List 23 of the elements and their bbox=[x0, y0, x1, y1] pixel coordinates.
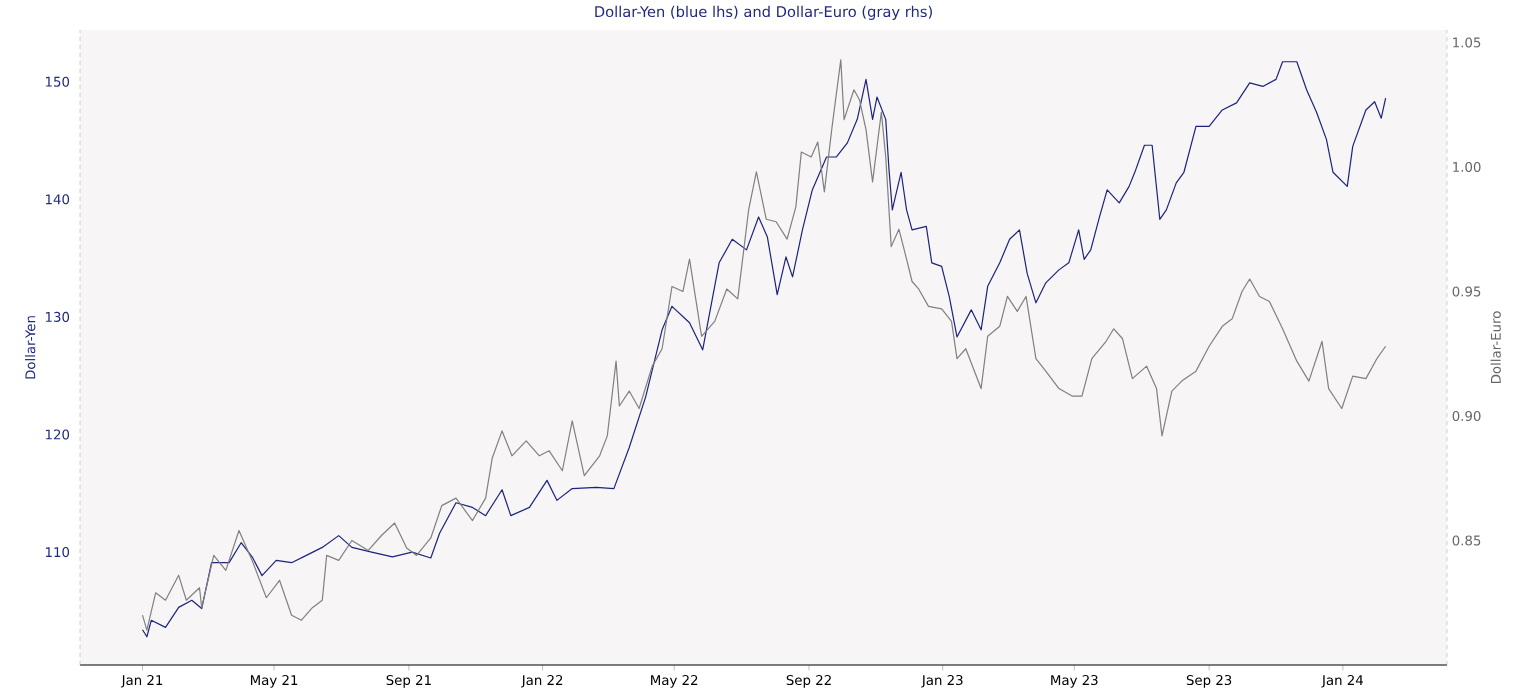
x-tick-label: May 23 bbox=[1051, 675, 1098, 688]
x-tick-label: Sep 21 bbox=[386, 675, 431, 688]
x-tick-label: Jan 22 bbox=[521, 675, 563, 688]
x-tick-label: Sep 22 bbox=[786, 675, 831, 688]
y-tick-label: 110 bbox=[45, 547, 70, 558]
y2-axis-title: Dollar-Euro bbox=[1490, 311, 1501, 383]
y2-tick-label: 0.85 bbox=[1452, 535, 1481, 546]
y2-tick-label: 1.00 bbox=[1453, 161, 1481, 172]
y-tick-label: 130 bbox=[45, 311, 70, 322]
y2-tick-label: 1.05 bbox=[1453, 37, 1481, 48]
chart-title: Dollar-Yen (blue lhs) and Dollar-Euro (gray rhs) bbox=[595, 5, 932, 20]
x-tick-label: May 21 bbox=[250, 675, 298, 688]
x-tick-label: May 22 bbox=[651, 675, 698, 688]
x-tick-label: Jan 21 bbox=[120, 675, 163, 688]
y-tick-label: 120 bbox=[45, 429, 70, 440]
y-tick-label: 140 bbox=[45, 194, 70, 205]
y2-tick-label: 0.90 bbox=[1452, 410, 1481, 422]
x-tick-label: Sep 23 bbox=[1186, 675, 1232, 688]
x-tick-label: Jan 23 bbox=[921, 675, 963, 688]
y-axis-title: Dollar-Yen bbox=[25, 316, 36, 379]
x-tick-label: Jan 24 bbox=[1321, 675, 1363, 688]
y-tick-label: 150 bbox=[45, 76, 70, 87]
y2-tick-label: 0.95 bbox=[1452, 286, 1481, 297]
